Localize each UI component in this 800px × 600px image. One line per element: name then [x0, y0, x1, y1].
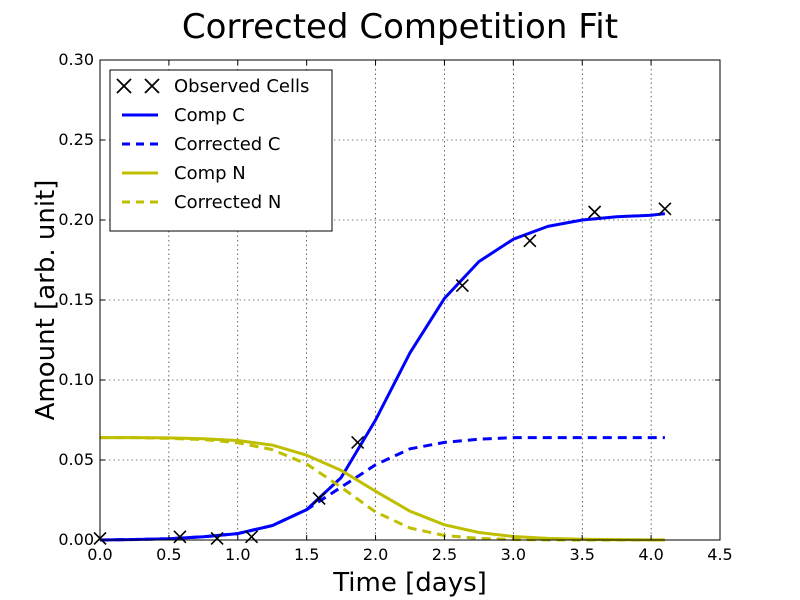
data-point [244, 530, 259, 544]
data-point [455, 279, 469, 293]
plot-area: 0.0 0.5 1.0 1.5 2.0 2.5 3.0 3.5 4.0 4.5 0.00 0.05 0.… [58, 50, 732, 564]
x-axis-label: Time [days] [332, 568, 487, 598]
data-point [173, 530, 187, 544]
y-tick-label: 0.25 [58, 130, 94, 149]
legend-label: Comp C [174, 105, 245, 126]
legend-marker [116, 78, 132, 94]
y-tick-label: 0.00 [58, 530, 94, 549]
data-point [658, 202, 672, 216]
y-tick-label: 0.20 [58, 210, 94, 229]
legend-label: Corrected N [174, 192, 281, 213]
x-tick-label: 4.0 [638, 545, 663, 564]
legend-label: Observed Cells [174, 76, 309, 97]
x-tick-label: 3.0 [501, 545, 526, 564]
data-point [312, 491, 326, 505]
data-point [588, 205, 602, 219]
x-tick-label: 0.0 [87, 545, 112, 564]
x-tick-label: 0.5 [156, 545, 181, 564]
data-point [523, 234, 537, 248]
legend: Observed Cells Comp C Corrected C Comp N Cor… [109, 69, 333, 232]
legend-label: Corrected C [174, 134, 281, 155]
series-line-1 [99, 212, 666, 542]
x-tick-label: 3.5 [569, 545, 594, 564]
series-line-3 [100, 436, 665, 542]
series-line-4 [100, 436, 665, 542]
legend-box [109, 69, 333, 232]
y-tick-label: 0.15 [58, 290, 94, 309]
series-line-2 [99, 436, 665, 542]
legend-label: Comp N [174, 163, 246, 184]
y-tick-label: 0.10 [58, 370, 94, 389]
x-tick-label: 2.5 [432, 545, 457, 564]
y-tick-label: 0.30 [58, 50, 94, 69]
chart-title: Corrected Competition Fit [182, 7, 618, 47]
x-tick-label: 4.5 [707, 545, 732, 564]
data-point [351, 435, 365, 449]
x-tick-label: 1.5 [294, 545, 319, 564]
x-tick-label: 1.0 [225, 545, 250, 564]
legend-marker [144, 78, 160, 94]
x-tick-label: 2.0 [363, 545, 388, 564]
data-point [210, 531, 224, 545]
y-axis-label: Amount [arb. unit] [31, 180, 61, 421]
y-tick-label: 0.05 [58, 450, 94, 469]
